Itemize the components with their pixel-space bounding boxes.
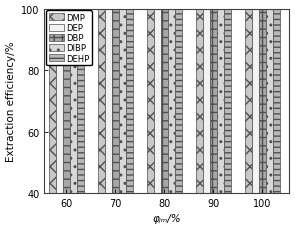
Bar	[77, 0, 83, 193]
Bar	[210, 0, 217, 193]
Bar	[126, 0, 132, 193]
Bar	[266, 0, 273, 193]
Bar	[56, 0, 63, 193]
Bar	[217, 0, 224, 193]
Bar	[63, 0, 70, 193]
X-axis label: φⱼₘ/%: φⱼₘ/%	[153, 213, 181, 224]
Bar	[196, 0, 203, 193]
Bar	[203, 0, 210, 193]
Bar	[224, 0, 231, 193]
Bar	[98, 0, 105, 193]
Bar	[70, 0, 77, 193]
Bar	[112, 0, 119, 193]
Bar	[273, 0, 280, 193]
Bar	[49, 0, 56, 193]
Legend: DMP, DEP, DBP, DIBP, DEHP: DMP, DEP, DBP, DIBP, DEHP	[46, 11, 92, 66]
Bar	[252, 0, 259, 193]
Bar	[168, 0, 175, 193]
Bar	[147, 0, 154, 193]
Y-axis label: Extraction efficiency/%: Extraction efficiency/%	[6, 41, 16, 161]
Bar	[161, 0, 168, 193]
Bar	[245, 0, 252, 193]
Bar	[119, 0, 126, 193]
Bar	[105, 0, 112, 193]
Bar	[154, 0, 161, 193]
Bar	[175, 0, 182, 193]
Bar	[259, 0, 266, 193]
